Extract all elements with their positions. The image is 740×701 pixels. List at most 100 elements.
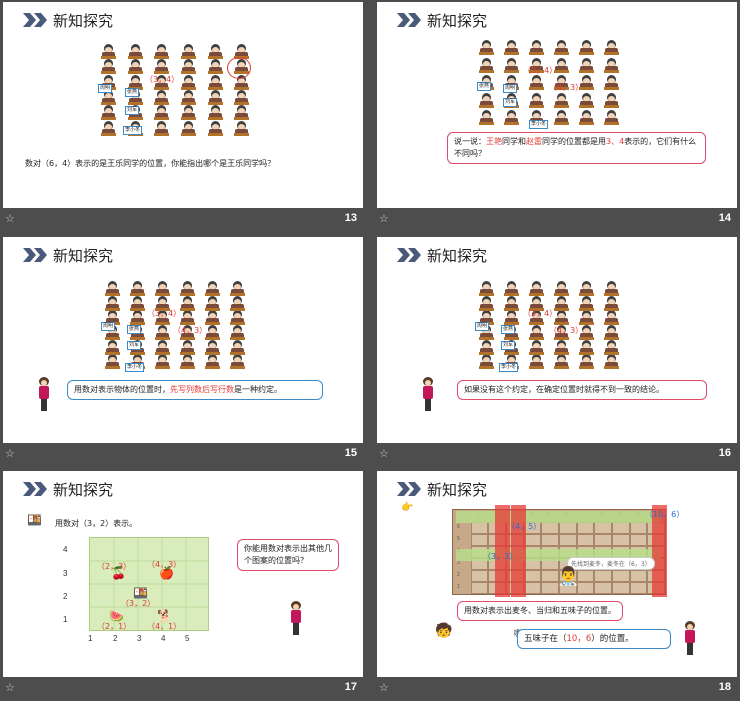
name-tag: 刘军 xyxy=(125,106,140,115)
student-figure xyxy=(579,295,594,311)
student-figure xyxy=(554,110,569,126)
student-figure xyxy=(604,354,619,370)
student-figure xyxy=(181,44,196,59)
student-figure xyxy=(207,90,223,105)
name-tag: 李小冬 xyxy=(123,126,143,135)
slide-16[interactable]: 新知探究 （3，4） （4，3） 周明 张燕 刘军 李小冬 如果没有这个约定，在… xyxy=(377,237,737,467)
star-icon[interactable]: ☆ xyxy=(5,681,15,694)
star-icon[interactable]: ☆ xyxy=(5,212,15,225)
drawer xyxy=(541,534,559,546)
student-figure xyxy=(205,295,220,311)
row-number: 2 xyxy=(457,572,460,578)
student-figure xyxy=(504,40,519,55)
student-figure xyxy=(101,44,116,59)
drawer xyxy=(612,522,630,534)
drawer xyxy=(541,582,559,594)
student-figure xyxy=(181,120,196,136)
student-figure xyxy=(504,310,519,326)
student-figure xyxy=(579,75,594,91)
star-icon[interactable]: ☆ xyxy=(379,681,389,694)
drawer xyxy=(594,522,612,534)
student-figure xyxy=(130,310,145,326)
drawer xyxy=(559,570,577,582)
chevron-double-icon xyxy=(23,482,47,496)
pointing-hand-icon: 👉 xyxy=(401,502,414,513)
slide-canvas: 新知探究 👉 1234567891011654321 （10，6） （4，5） … xyxy=(377,471,737,677)
chevron-double-icon xyxy=(23,248,47,262)
student-figure xyxy=(181,90,196,105)
student-figure xyxy=(105,281,120,296)
student-figure xyxy=(479,354,494,370)
student-figure xyxy=(154,120,170,136)
student-figure xyxy=(155,325,170,340)
drawer xyxy=(559,582,577,594)
drawer xyxy=(594,570,612,582)
slide-caption: 用数对（3，2）表示。 xyxy=(55,519,138,528)
coord-label-a: （3，4） xyxy=(147,309,182,318)
student-figure xyxy=(101,120,116,136)
star-icon[interactable]: ☆ xyxy=(379,212,389,225)
slide-title: 新知探究 xyxy=(427,481,488,499)
slide-14[interactable]: 新知探究 （3，4） （4，3） 张燕 周明 刘军 李小冬 说一说：王艳同学和赵… xyxy=(377,2,737,232)
student-figure xyxy=(155,339,170,355)
student-figure xyxy=(529,325,544,340)
coord-label-a: （3，4） xyxy=(523,309,558,318)
student-figure xyxy=(479,295,494,311)
chevron-double-icon xyxy=(397,13,421,27)
student-figure xyxy=(205,339,220,355)
conclusion-callout: 如果没有这个约定，在确定位置时就得不到一致的结论。 xyxy=(457,380,707,400)
drawer xyxy=(612,570,630,582)
star-icon[interactable]: ☆ xyxy=(379,447,389,460)
student-figure xyxy=(127,74,143,90)
slide-13[interactable]: 新知探究 （3，4） 周明 张燕 刘军 李小冬 数对（6，4）表示的是王乐同学的… xyxy=(3,2,363,232)
chevron-double-icon xyxy=(397,482,421,496)
student-figure xyxy=(181,105,196,121)
watermelon-icon: 🍉 xyxy=(109,609,124,623)
drawer xyxy=(576,570,595,582)
student-figure xyxy=(579,281,594,296)
drawer xyxy=(576,582,595,594)
drawer xyxy=(594,534,612,546)
student-figure xyxy=(529,295,544,311)
student-figure xyxy=(207,44,223,59)
student-figure xyxy=(181,59,196,75)
student-figure xyxy=(579,57,594,73)
slide-number: 16 xyxy=(718,447,731,459)
slide-18[interactable]: 新知探究 👉 1234567891011654321 （10，6） （4，5） … xyxy=(377,471,737,701)
student-figure xyxy=(180,339,195,355)
student-figure xyxy=(130,281,145,296)
coord-label-top: （10，6） xyxy=(645,510,685,519)
student-figure xyxy=(554,57,569,73)
student-figure xyxy=(180,295,195,311)
slide-15[interactable]: 新知探究 （3，4） （4，3） 周明 张燕 刘军 李小冬 用数对表示物体的位置… xyxy=(3,237,363,467)
highlight-circle xyxy=(227,57,251,79)
student-figure xyxy=(604,92,619,108)
classroom-grid xyxy=(101,281,251,370)
slide-17[interactable]: 新知探究 🍱 用数对（3，2）表示。 4 3 2 1 1 2 3 4 5 🍒 🍎… xyxy=(3,471,363,701)
point-label: （4，3） xyxy=(147,560,182,569)
drawer xyxy=(629,582,648,594)
student-figure xyxy=(529,354,544,370)
slide-footer: ☆ 16 xyxy=(377,443,737,467)
student-figure xyxy=(230,295,245,311)
slide-number: 15 xyxy=(344,447,357,459)
drawer xyxy=(470,534,489,546)
name-tag: 张燕 xyxy=(477,82,492,91)
student-figure xyxy=(579,92,594,108)
slide-canvas: 新知探究 （3，4） （4，3） 张燕 周明 刘军 李小冬 说一说：王艳同学和赵… xyxy=(377,2,737,208)
x-tick: 4 xyxy=(161,634,166,643)
star-icon[interactable]: ☆ xyxy=(5,447,15,460)
student-figure xyxy=(604,75,619,91)
student-figure xyxy=(130,295,145,311)
student-figure xyxy=(155,310,170,326)
student-figure xyxy=(554,354,569,370)
x-tick: 5 xyxy=(185,634,190,643)
name-tag: 李小冬 xyxy=(529,120,549,129)
thought-note: 先找到麦冬，麦冬在（6，3） xyxy=(567,557,655,570)
drawer xyxy=(576,522,595,534)
name-tag: 张燕 xyxy=(501,325,516,334)
student-figure xyxy=(154,90,170,105)
student-figure xyxy=(230,281,245,296)
student-figure xyxy=(529,75,544,91)
drawer xyxy=(559,534,577,546)
